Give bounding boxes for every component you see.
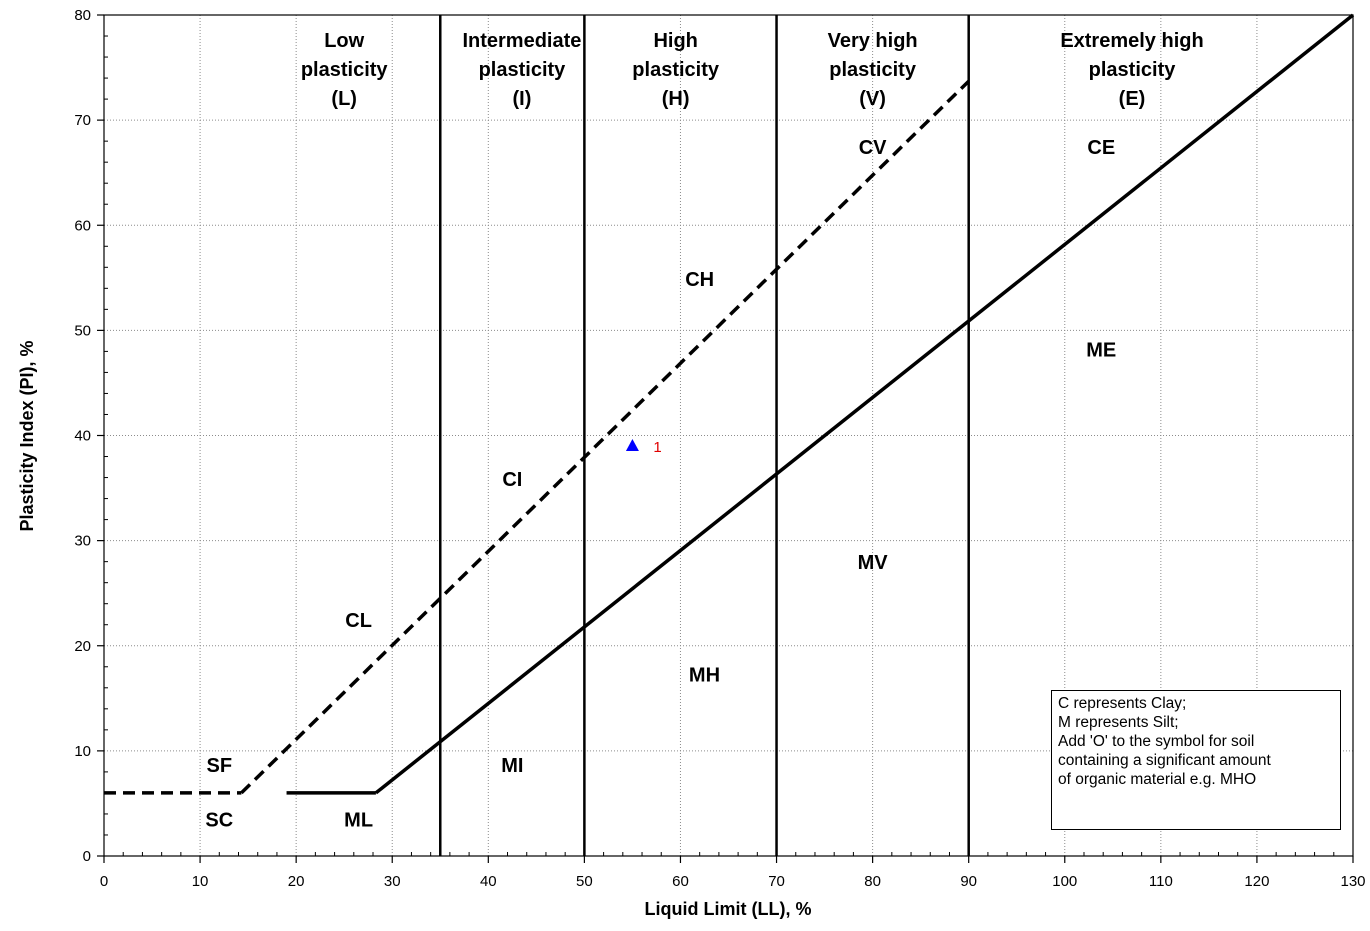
x-tick-label: 90: [960, 873, 977, 890]
x-axis-ticks: 0 10 20 30 40 50 60 70 80 90 100 110 120 130: [100, 856, 1366, 890]
x-tick-label: 40: [480, 873, 497, 890]
x-tick-label: 100: [1052, 873, 1077, 890]
x-tick-label: 10: [192, 873, 209, 890]
y-tick-label: 80: [74, 7, 91, 24]
x-tick-label: 0: [100, 873, 108, 890]
legend-line-clay: C represents Clay;: [1058, 695, 1187, 712]
zone-label-line: plasticity: [632, 59, 720, 81]
soil-class-cl: CL: [345, 610, 372, 632]
data-points: 1: [625, 439, 662, 456]
y-axis-title: Plasticity Index (PI), %: [17, 340, 37, 531]
x-tick-label: 120: [1244, 873, 1269, 890]
soil-class-cv: CV: [859, 137, 887, 159]
y-tick-label: 0: [83, 848, 91, 865]
zone-label-line: Intermediate: [462, 30, 581, 52]
soil-class-labels: SF SC ML CL MI CI MH CH MV CV ME CE: [205, 137, 1116, 832]
x-tick-label: 130: [1340, 873, 1365, 890]
sample-point-label: 1: [653, 439, 661, 456]
y-axis-ticks: 0 10 20 30 40 50 60 70 80: [74, 7, 104, 865]
plasticity-zone-labels: Low plasticity (L) Intermediate plasticity (I…: [301, 30, 1204, 110]
legend-line-organic-3: of organic material e.g. MHO: [1058, 771, 1257, 788]
y-tick-label: 30: [74, 533, 91, 550]
zone-label-line: (H): [662, 88, 690, 110]
y-tick-label: 40: [74, 428, 91, 445]
soil-class-mi: MI: [501, 755, 523, 777]
zone-label-line: plasticity: [1089, 59, 1177, 81]
zone-label-line: plasticity: [829, 59, 917, 81]
soil-class-ci: CI: [502, 469, 522, 491]
soil-class-me: ME: [1086, 340, 1116, 362]
zone-label-line: (V): [859, 88, 886, 110]
legend-note: C represents Clay; M represents Silt; Ad…: [1051, 690, 1341, 830]
legend-line-organic-2: containing a significant amount: [1058, 752, 1271, 769]
y-tick-label: 20: [74, 638, 91, 655]
soil-class-ce: CE: [1087, 137, 1115, 159]
zone-label-line: (I): [512, 88, 531, 110]
boundary-line-solid: [374, 13, 1355, 795]
plasticity-zone-boundaries: [439, 15, 970, 856]
x-axis-title: Liquid Limit (LL), %: [645, 899, 812, 919]
zone-label-line: High: [653, 30, 697, 52]
soil-class-ch: CH: [685, 269, 714, 291]
minor-ticks: [104, 35, 1335, 856]
y-tick-label: 70: [74, 112, 91, 129]
x-tick-label: 110: [1149, 873, 1173, 890]
zone-label-line: Low: [324, 30, 364, 52]
x-tick-label: 70: [768, 873, 785, 890]
zone-label-line: Very high: [828, 30, 918, 52]
zone-label-line: Extremely high: [1060, 30, 1203, 52]
x-tick-label: 50: [576, 873, 593, 890]
soil-class-sc: SC: [205, 810, 233, 832]
soil-class-ml: ML: [344, 810, 373, 832]
zone-label-line: (L): [331, 88, 357, 110]
y-tick-label: 10: [74, 743, 91, 760]
soil-class-mv: MV: [858, 552, 889, 574]
sample-point-marker: [625, 439, 639, 452]
y-tick-label: 60: [74, 217, 91, 234]
x-tick-label: 30: [384, 873, 401, 890]
x-tick-label: 20: [288, 873, 305, 890]
x-tick-label: 60: [672, 873, 689, 890]
zone-label-line: (E): [1119, 88, 1146, 110]
zone-label-line: plasticity: [301, 59, 389, 81]
classification-lines: [104, 13, 1355, 795]
legend-line-organic-1: Add 'O' to the symbol for soil: [1058, 733, 1255, 750]
y-tick-label: 50: [74, 322, 91, 339]
zone-label-line: plasticity: [479, 59, 567, 81]
soil-class-mh: MH: [689, 664, 720, 686]
x-tick-label: 80: [864, 873, 881, 890]
legend-line-silt: M represents Silt;: [1058, 714, 1179, 731]
a-line-dashed: [240, 79, 970, 795]
soil-class-sf: SF: [207, 755, 233, 777]
